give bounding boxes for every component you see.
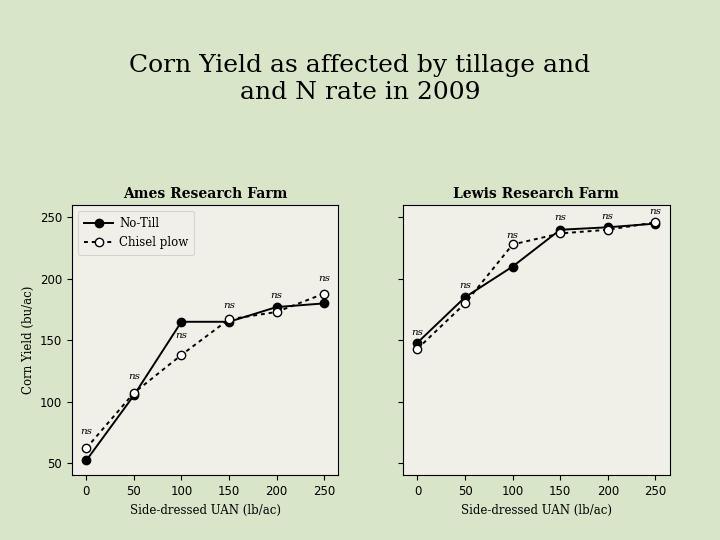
No-Till: [272, 304, 281, 310]
Text: ns: ns: [602, 212, 613, 221]
No-Till: [461, 294, 469, 300]
Chisel plow: [82, 445, 91, 451]
Y-axis label: Corn Yield (bu/ac): Corn Yield (bu/ac): [22, 286, 35, 394]
No-Till: [413, 340, 422, 346]
Chisel plow: [651, 219, 660, 226]
No-Till: [651, 220, 660, 227]
No-Till: [82, 457, 91, 464]
No-Till: [177, 319, 186, 325]
Chisel plow: [556, 230, 564, 237]
No-Till: [225, 319, 233, 325]
Title: Lewis Research Farm: Lewis Research Farm: [454, 187, 619, 201]
No-Till: [320, 300, 328, 307]
Chisel plow: [225, 316, 233, 322]
No-Till: [556, 226, 564, 233]
Line: No-Till: No-Till: [413, 219, 660, 347]
Chisel plow: [320, 291, 328, 297]
Chisel plow: [177, 352, 186, 358]
X-axis label: Side-dressed UAN (lb/ac): Side-dressed UAN (lb/ac): [130, 503, 281, 516]
Line: Chisel plow: Chisel plow: [82, 289, 328, 453]
Legend: No-Till, Chisel plow: No-Till, Chisel plow: [78, 211, 194, 255]
Text: Corn Yield as affected by tillage and
and N rate in 2009: Corn Yield as affected by tillage and an…: [130, 54, 590, 104]
Text: ns: ns: [459, 281, 471, 290]
X-axis label: Side-dressed UAN (lb/ac): Side-dressed UAN (lb/ac): [461, 503, 612, 516]
Chisel plow: [130, 390, 138, 396]
Text: ns: ns: [411, 328, 423, 336]
Chisel plow: [461, 300, 469, 307]
Chisel plow: [413, 346, 422, 352]
No-Till: [130, 392, 138, 399]
Line: No-Till: No-Till: [82, 299, 328, 464]
Text: ns: ns: [128, 372, 140, 381]
Text: ns: ns: [649, 207, 662, 216]
Text: ns: ns: [507, 231, 518, 240]
Text: ns: ns: [318, 274, 330, 282]
Text: ns: ns: [554, 213, 566, 222]
Title: Ames Research Farm: Ames Research Farm: [123, 187, 287, 201]
No-Till: [508, 264, 517, 270]
Chisel plow: [272, 309, 281, 315]
Text: ns: ns: [80, 427, 92, 436]
No-Till: [603, 224, 612, 231]
Text: ns: ns: [176, 331, 187, 340]
Chisel plow: [603, 226, 612, 233]
Text: ns: ns: [223, 301, 235, 309]
Line: Chisel plow: Chisel plow: [413, 218, 660, 353]
Text: ns: ns: [271, 291, 282, 300]
Chisel plow: [508, 241, 517, 248]
